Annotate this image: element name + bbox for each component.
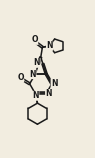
Text: N: N: [51, 79, 57, 88]
Text: N: N: [34, 58, 40, 67]
Text: O: O: [31, 36, 38, 45]
Text: N: N: [32, 91, 39, 100]
Text: O: O: [17, 73, 24, 82]
Text: N: N: [46, 41, 53, 50]
Text: N: N: [30, 70, 36, 79]
Text: N: N: [45, 89, 52, 98]
